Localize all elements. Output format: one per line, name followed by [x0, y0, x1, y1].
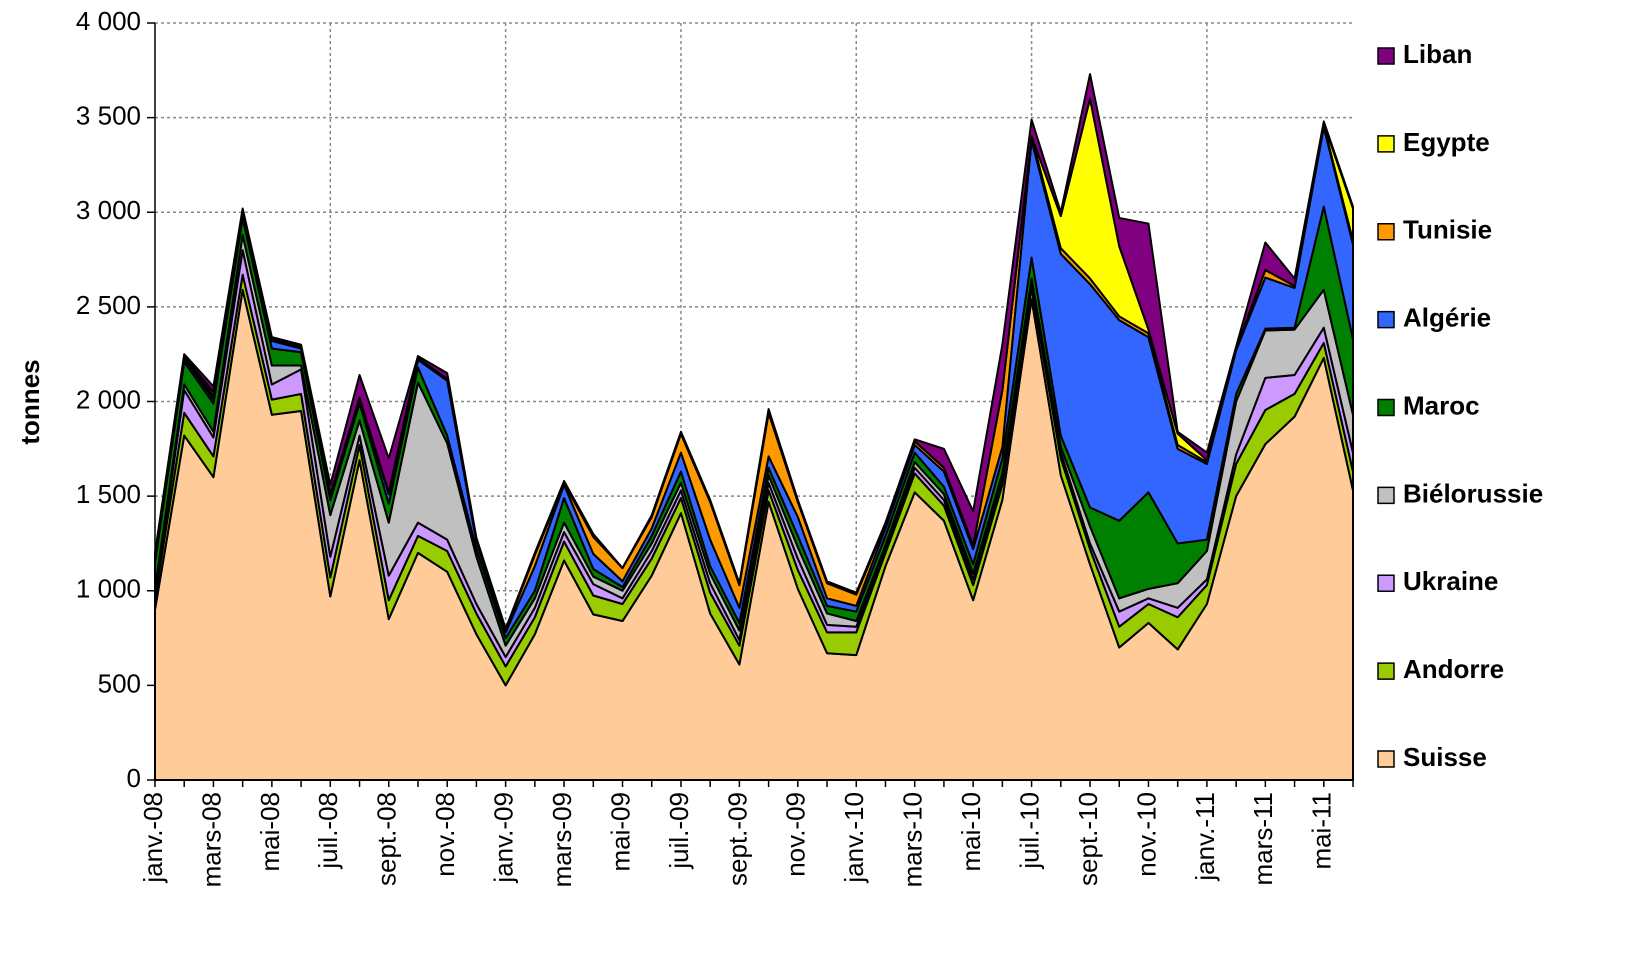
- legend-swatch: [1377, 223, 1395, 241]
- x-tick-label: janv.-11: [1190, 792, 1220, 882]
- legend-label: Ukraine: [1403, 566, 1498, 596]
- legend-swatch: [1377, 662, 1395, 680]
- y-tick-label: 1 000: [76, 574, 141, 604]
- legend-label: Andorre: [1403, 654, 1504, 684]
- x-tick-label: janv.-08: [138, 792, 168, 884]
- legend-swatch: [1377, 47, 1395, 65]
- x-tick-label: mai-08: [255, 792, 285, 871]
- legend-label: Maroc: [1403, 390, 1480, 420]
- y-tick-label: 2 500: [76, 290, 141, 320]
- area: [154, 73, 1354, 632]
- x-tick-label: juil.-08: [313, 792, 343, 870]
- y-tick-label: 3 000: [76, 195, 141, 225]
- x-tick-label: janv.-10: [839, 792, 869, 884]
- x-tick-label: janv.-09: [489, 792, 519, 884]
- y-axis-label: tonnes: [15, 359, 45, 444]
- y-tick-label: 0: [127, 763, 141, 793]
- y-tick-label: 3 500: [76, 101, 141, 131]
- x-tick-label: mai-10: [956, 792, 986, 871]
- x-tick-label: nov.-09: [781, 792, 811, 877]
- legend-swatch: [1377, 310, 1395, 329]
- legend-swatch: [1377, 135, 1395, 153]
- x-tick-label: sept.-09: [722, 792, 752, 886]
- legend-swatch: [1377, 398, 1395, 417]
- legend-swatch: [1377, 486, 1395, 505]
- legend-label: Liban: [1403, 39, 1472, 69]
- x-tick-label: mars-10: [898, 792, 928, 887]
- legend-label: Suisse: [1403, 742, 1487, 772]
- legend-swatch: [1377, 750, 1395, 768]
- x-tick-label: mai-09: [605, 792, 635, 871]
- legend-label: Algérie: [1403, 303, 1491, 333]
- x-tick-label: nov.-08: [430, 792, 460, 877]
- legend-label: Egypte: [1403, 127, 1490, 157]
- y-tick-label: 4 000: [76, 6, 141, 36]
- x-tick-label: mai-11: [1307, 792, 1337, 870]
- legend-label: Tunisie: [1403, 215, 1492, 245]
- x-tick-label: juil.-10: [1014, 792, 1044, 870]
- legend-label: Biélorussie: [1403, 478, 1543, 508]
- x-tick-label: juil.-09: [664, 792, 694, 870]
- y-tick-label: 1 500: [76, 479, 141, 509]
- legend-swatch: [1377, 574, 1395, 592]
- x-tick-label: sept.-08: [372, 792, 402, 886]
- x-tick-label: mars-09: [547, 792, 577, 887]
- x-tick-label: mars-08: [196, 792, 226, 887]
- x-tick-label: sept.-10: [1073, 792, 1103, 886]
- y-tick-label: 500: [98, 668, 141, 698]
- x-tick-label: mars-11: [1248, 792, 1278, 885]
- y-tick-label: 2 000: [76, 384, 141, 414]
- x-tick-label: nov.-10: [1131, 792, 1161, 877]
